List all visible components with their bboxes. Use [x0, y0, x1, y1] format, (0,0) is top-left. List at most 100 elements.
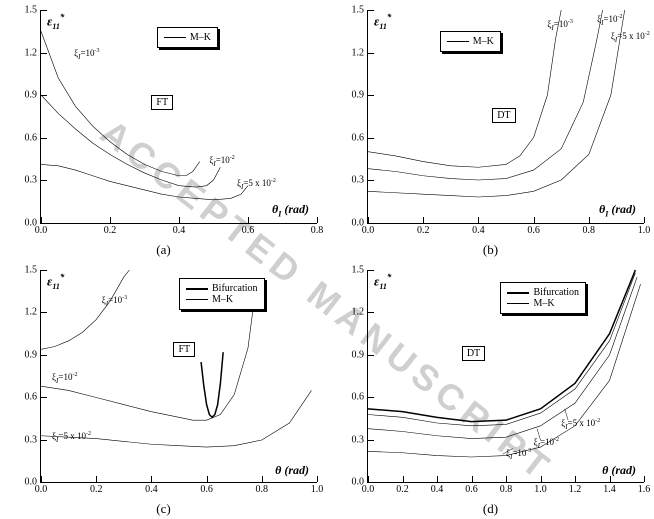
xtick-label: 0.2: [396, 484, 409, 495]
legend-label: M–K: [533, 298, 554, 309]
legend: M–K: [440, 31, 501, 52]
ytick-label: 1.2: [352, 307, 365, 318]
ytick-label: 0.9: [352, 349, 365, 360]
curve-annotation: ξI=10-2: [209, 155, 234, 168]
ytick-label: 0.3: [25, 434, 38, 445]
plot-area: ε11*θI (rad)0.00.30.60.91.21.50.00.20.40…: [367, 10, 644, 224]
xtick-label: 0.4: [173, 225, 186, 236]
xtick-label: 0.0: [35, 225, 48, 236]
panel-a: ε11*θI (rad)0.00.30.60.91.21.50.00.20.40…: [0, 0, 327, 260]
plot-area: ε11*θ (rad)0.00.30.60.91.21.50.00.20.40.…: [40, 270, 317, 484]
xtick-label: 0.6: [200, 484, 213, 495]
curve-annotation: ξI=10-2: [52, 372, 77, 385]
legend-label: Bifurcation: [533, 287, 579, 298]
ytick-label: 0.3: [25, 175, 38, 186]
xtick-label: 0.2: [90, 484, 103, 495]
plot-area: ε11*θI (rad)0.00.30.60.91.21.50.00.20.40…: [40, 10, 317, 224]
legend-line: [164, 37, 186, 38]
subplot-label: (c): [156, 501, 170, 517]
legend: BifurcationM–K: [179, 278, 265, 310]
curve: [41, 164, 248, 199]
xtick-label: 0.6: [527, 225, 540, 236]
ytick-label: 0.6: [352, 132, 365, 143]
xtick-label: 0.8: [583, 225, 596, 236]
plot-area: ε11*θ (rad)0.00.30.60.91.21.50.00.20.40.…: [367, 270, 644, 484]
ytick: [368, 482, 374, 483]
xtick-label: 0.8: [311, 225, 324, 236]
legend-label: M–K: [212, 294, 233, 305]
legend-label: M–K: [190, 32, 211, 43]
panel-tag: DT: [462, 346, 485, 361]
ytick-label: 0.3: [352, 434, 365, 445]
legend-line: [447, 41, 469, 42]
xtick-label: 1.0: [311, 484, 324, 495]
ytick: [41, 223, 47, 224]
legend-line: [507, 303, 529, 304]
legend-row: M–K: [447, 36, 494, 47]
legend: BifurcationM–K: [500, 282, 586, 314]
xtick-label: 0.2: [417, 225, 430, 236]
legend-line: [186, 288, 208, 290]
legend-row: M–K: [507, 298, 579, 309]
ytick-label: 1.5: [352, 5, 365, 16]
xtick-label: 0.0: [362, 225, 375, 236]
xtick-label: 0.6: [465, 484, 478, 495]
ytick-label: 1.5: [25, 5, 38, 16]
curve: [201, 352, 223, 417]
xtick-label: 0.4: [145, 484, 158, 495]
legend-label: M–K: [473, 36, 494, 47]
xtick-label: 0.2: [104, 225, 117, 236]
curve-annotation: ξI=10-3: [74, 48, 99, 61]
xtick-label: 0.4: [472, 225, 485, 236]
curve: [41, 95, 220, 187]
curve-annotation: ξI=5 x 10-2: [561, 418, 600, 431]
legend-line: [186, 299, 208, 300]
subplot-label: (a): [156, 242, 170, 258]
ytick-label: 1.5: [25, 264, 38, 275]
ytick-label: 0.3: [352, 175, 365, 186]
xtick-label: 0.8: [256, 484, 269, 495]
xtick-label: 1.4: [603, 484, 616, 495]
xtick: [317, 217, 318, 223]
xtick-label: 1.0: [534, 484, 547, 495]
xtick: [644, 476, 645, 482]
ytick-label: 1.2: [25, 307, 38, 318]
legend-line: [507, 292, 529, 294]
subplot-label: (b): [483, 242, 498, 258]
curve: [41, 270, 129, 349]
panel-tag: DT: [492, 108, 515, 123]
curve-annotation: ξI=5 x 10-2: [237, 178, 276, 191]
curve-annotation: ξI=10-2: [534, 437, 559, 450]
panel-tag: FT: [173, 342, 195, 357]
xtick: [317, 476, 318, 482]
ytick: [368, 223, 374, 224]
figure-grid: ε11*θI (rad)0.00.30.60.91.21.50.00.20.40…: [0, 0, 654, 519]
legend-row: Bifurcation: [507, 287, 579, 298]
panel-b: ε11*θI (rad)0.00.30.60.91.21.50.00.20.40…: [327, 0, 654, 260]
xtick-label: 1.2: [569, 484, 582, 495]
legend-row: Bifurcation: [186, 283, 258, 294]
legend: M–K: [157, 27, 218, 48]
curve-annotation: ξI=10-3: [506, 448, 531, 461]
ytick-label: 1.5: [352, 264, 365, 275]
ytick-label: 1.2: [352, 47, 365, 58]
panel-d: ε11*θ (rad)0.00.30.60.91.21.50.00.20.40.…: [327, 260, 654, 519]
curve-annotation: ξI=5 x 10-2: [611, 31, 650, 44]
ytick-label: 0.9: [352, 90, 365, 101]
xtick-label: 0.6: [242, 225, 255, 236]
subplot-label: (d): [483, 501, 498, 517]
legend-row: M–K: [186, 294, 258, 305]
ytick-label: 1.2: [25, 47, 38, 58]
xtick-label: 0.0: [362, 484, 375, 495]
panel-c: ε11*θ (rad)0.00.30.60.91.21.50.00.20.40.…: [0, 260, 327, 519]
curve: [41, 31, 200, 176]
xtick: [644, 217, 645, 223]
ytick-label: 0.9: [25, 349, 38, 360]
curve-annotation: ξI=10-3: [102, 295, 127, 308]
curve-annotation: ξI=10-3: [547, 19, 572, 32]
ytick: [41, 482, 47, 483]
ytick-label: 0.6: [25, 132, 38, 143]
legend-row: M–K: [164, 32, 211, 43]
xtick-label: 1.6: [638, 484, 651, 495]
ytick-label: 0.9: [25, 90, 38, 101]
